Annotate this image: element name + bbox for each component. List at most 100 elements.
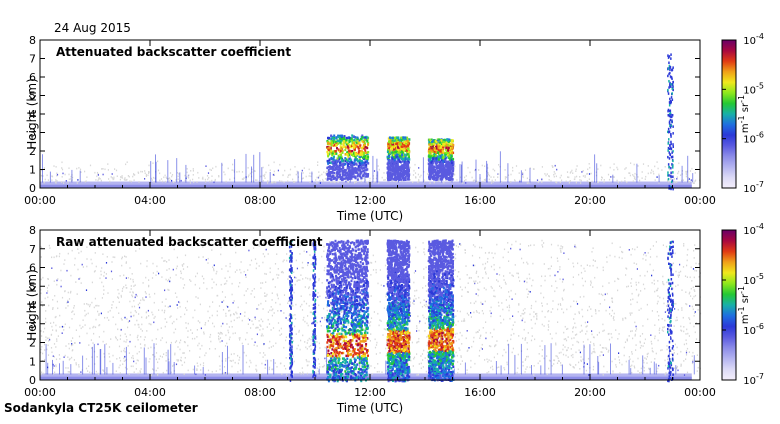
heat-cell [342,167,344,169]
heat-cell [292,305,293,307]
heat-cell [501,302,502,304]
heat-cell [542,311,543,313]
heat-cell [153,322,154,324]
heat-cell [515,293,516,295]
heat-cell [138,373,139,375]
heat-cell [534,365,535,367]
heat-cell [662,327,663,329]
heat-cell [674,308,675,310]
heat-cell [264,176,265,178]
heat-cell [156,359,157,361]
heat-cell [580,356,581,358]
heat-cell [591,330,592,332]
heat-cell [625,274,626,276]
heat-cell [668,131,670,134]
heat-cell [643,254,644,256]
heat-cell [229,339,230,341]
heat-cell [379,371,380,373]
heat-cell [278,274,279,276]
heat-cell [638,282,639,284]
heat-cell [51,257,52,259]
heat-cell [352,144,354,146]
heat-cell [692,360,693,362]
heat-cell [148,286,149,288]
heat-cell [603,374,604,376]
heat-cell [339,176,341,178]
heat-cell [355,154,357,156]
feature-surface-layer [40,182,692,188]
heat-cell [675,303,676,305]
heat-cell [109,356,110,358]
heat-cell [124,348,125,350]
heat-cell [232,164,233,166]
heat-cell [485,252,486,254]
heat-cell [393,146,395,148]
heat-cell [223,309,224,311]
heat-cell [69,179,70,181]
heat-cell [198,297,199,299]
heat-cell [90,165,91,167]
heat-cell [517,372,518,374]
heat-cell [539,353,540,355]
heat-cell [653,245,654,247]
heat-cell [392,151,394,153]
heat-cell [587,264,588,266]
heat-cell [144,170,145,172]
heat-cell [539,360,540,362]
heat-cell [551,257,552,259]
heat-cell [529,367,530,369]
heat-cell [48,305,49,307]
heat-cell [96,266,97,268]
heat-cell [171,342,172,344]
heat-cell [667,149,669,152]
heat-cell [640,335,641,337]
heat-cell [394,156,396,158]
heat-cell [149,361,150,363]
heat-cell [507,306,508,308]
heat-cell [229,310,230,312]
heat-cell [332,181,333,183]
heat-cell [131,295,132,297]
heat-cell [570,172,571,174]
heat-cell [76,168,77,170]
heat-cell [267,182,268,184]
heat-cell [325,297,326,299]
heat-cell [692,173,693,182]
heat-cell [341,326,342,328]
heat-cell [668,80,670,83]
heat-cell [125,164,126,166]
heat-cell [532,335,533,337]
heat-cell [176,274,177,276]
heat-cell [249,360,250,362]
heat-cell [575,247,576,249]
heat-cell [197,172,198,174]
heat-cell [360,172,362,174]
heat-cell [560,352,561,354]
heat-cell [658,340,659,342]
heat-cell [522,172,523,174]
heat-cell [105,277,106,279]
heat-cell [330,135,332,137]
heat-cell [635,335,636,337]
heat-cell [292,315,293,317]
heat-cell [667,75,669,78]
heat-cell [339,166,341,168]
heat-cell [407,144,409,146]
heat-cell [415,172,416,174]
heat-cell [493,329,494,331]
heat-cell [154,293,155,295]
heat-cell [71,170,72,183]
heat-cell [161,257,162,259]
heat-cell [575,313,576,315]
heat-cell [416,325,417,327]
heat-cell [319,343,320,345]
heat-cell [187,345,188,347]
heat-cell [498,164,499,166]
heat-cell [299,279,300,281]
heat-cell [177,359,178,361]
heat-cell [677,176,678,178]
heat-cell [666,345,667,347]
heat-cell [42,353,43,355]
heat-cell [176,268,177,270]
heat-cell [669,251,670,253]
